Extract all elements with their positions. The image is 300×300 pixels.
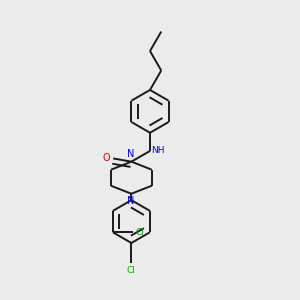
Text: Cl: Cl — [136, 228, 144, 237]
Text: NH: NH — [152, 146, 165, 155]
Text: O: O — [103, 153, 110, 164]
Text: N: N — [127, 196, 134, 206]
Text: N: N — [127, 149, 134, 159]
Text: Cl: Cl — [127, 266, 136, 275]
